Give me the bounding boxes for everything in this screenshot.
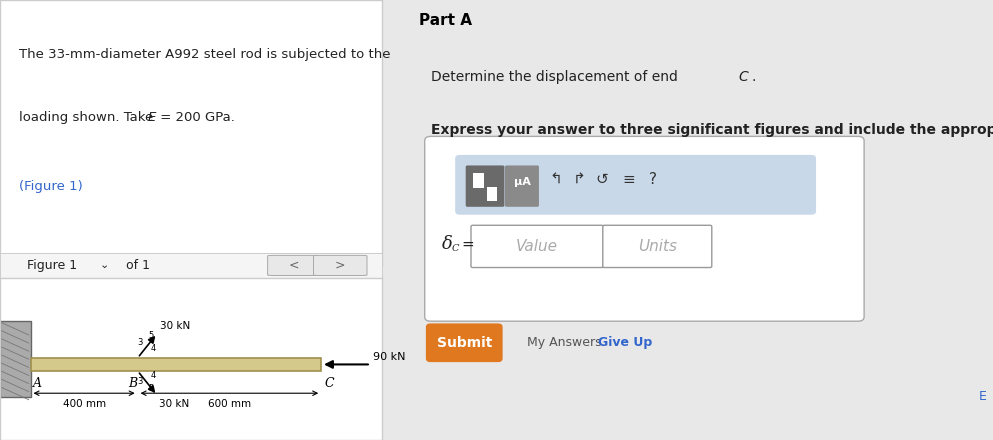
Text: ⌄: ⌄ xyxy=(99,260,109,270)
Text: 4: 4 xyxy=(151,344,156,353)
Text: The 33-mm-diameter A992 steel rod is subjected to the: The 33-mm-diameter A992 steel rod is sub… xyxy=(19,48,390,61)
Text: Give Up: Give Up xyxy=(598,336,651,349)
Text: ↰: ↰ xyxy=(549,172,562,187)
Text: C: C xyxy=(452,244,459,253)
Text: C: C xyxy=(738,70,748,84)
Text: 600 mm: 600 mm xyxy=(208,399,251,409)
Text: ≡: ≡ xyxy=(623,172,635,187)
Text: 30 kN: 30 kN xyxy=(160,321,191,331)
Text: B: B xyxy=(128,378,138,390)
Bar xyxy=(31,358,321,371)
Text: Units: Units xyxy=(638,239,677,254)
FancyBboxPatch shape xyxy=(603,225,712,268)
Text: ↱: ↱ xyxy=(572,172,585,187)
Text: 400 mm: 400 mm xyxy=(63,399,105,409)
Text: E: E xyxy=(147,111,156,124)
Text: of 1: of 1 xyxy=(126,259,150,272)
Text: 90 kN: 90 kN xyxy=(372,352,405,362)
FancyBboxPatch shape xyxy=(471,225,604,268)
FancyBboxPatch shape xyxy=(455,155,816,215)
Text: >: > xyxy=(335,259,346,272)
Text: 3: 3 xyxy=(137,337,142,347)
Text: Express your answer to three significant figures and include the appropriate uni: Express your answer to three significant… xyxy=(431,123,993,137)
FancyBboxPatch shape xyxy=(425,136,864,321)
Bar xyxy=(474,173,484,188)
Text: Part A: Part A xyxy=(419,13,472,28)
Text: μA: μA xyxy=(513,176,530,187)
Text: .: . xyxy=(752,70,756,84)
Text: A: A xyxy=(33,378,42,390)
Text: Value: Value xyxy=(516,239,558,254)
Text: E: E xyxy=(978,389,986,403)
Text: (Figure 1): (Figure 1) xyxy=(19,180,82,193)
Text: loading shown. Take: loading shown. Take xyxy=(19,111,158,124)
FancyBboxPatch shape xyxy=(314,255,367,275)
Bar xyxy=(487,187,497,201)
Text: ?: ? xyxy=(649,172,657,187)
Text: ↺: ↺ xyxy=(596,172,609,187)
Text: = 200 GPa.: = 200 GPa. xyxy=(156,111,235,124)
Text: 4: 4 xyxy=(151,371,156,380)
Text: My Answers: My Answers xyxy=(527,336,602,349)
Bar xyxy=(0,321,31,397)
Text: =: = xyxy=(461,237,474,252)
Text: <: < xyxy=(289,259,300,272)
Text: C: C xyxy=(324,378,334,390)
Text: Submit: Submit xyxy=(437,336,493,350)
Text: 3: 3 xyxy=(137,377,142,386)
Text: 5: 5 xyxy=(149,384,154,393)
Text: Determine the displacement of end: Determine the displacement of end xyxy=(431,70,682,84)
FancyBboxPatch shape xyxy=(267,255,321,275)
Text: 30 kN: 30 kN xyxy=(159,399,190,409)
FancyBboxPatch shape xyxy=(505,165,539,207)
Text: Figure 1: Figure 1 xyxy=(27,259,76,272)
Text: δ: δ xyxy=(442,235,453,253)
Text: 5: 5 xyxy=(149,331,154,340)
FancyBboxPatch shape xyxy=(466,165,504,207)
FancyBboxPatch shape xyxy=(426,323,502,362)
